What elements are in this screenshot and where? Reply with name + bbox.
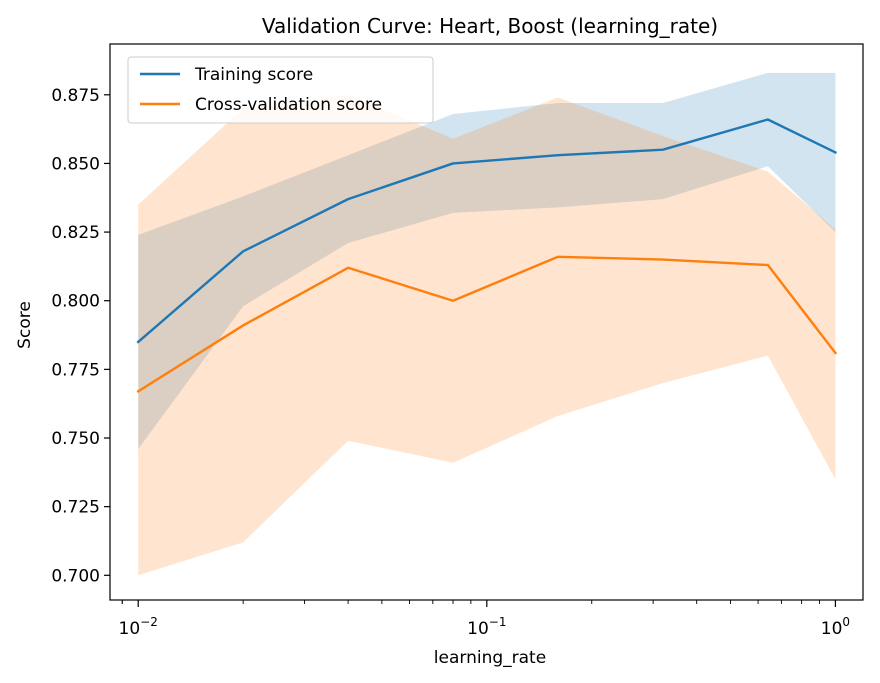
y-tick-label: 0.725 (51, 498, 100, 518)
x-tick-label: 100 (821, 615, 850, 639)
y-axis-label: Score (15, 301, 35, 349)
x-tick-label-base: 10 (467, 619, 489, 639)
chart-title: Validation Curve: Heart, Boost (learning… (262, 14, 718, 38)
series-lines (136, 118, 838, 393)
y-tick-label: 0.800 (51, 292, 100, 312)
legend: Training score Cross-validation score (127, 56, 434, 124)
y-tick-label: 0.850 (51, 154, 100, 174)
x-axis-label: learning_rate (434, 648, 546, 668)
x-tick-label-exponent: −2 (140, 615, 158, 629)
legend-box (127, 56, 434, 124)
x-tick-label-base: 10 (119, 619, 141, 639)
legend-label-cross-validation: Cross-validation score (195, 95, 382, 115)
y-tick-label: 0.775 (51, 360, 100, 380)
y-tick-label: 0.875 (51, 86, 100, 106)
band-training (138, 72, 836, 449)
x-tick-label-base: 10 (821, 619, 843, 639)
x-tick-label-exponent: −1 (489, 615, 507, 629)
y-tick-label: 0.700 (51, 566, 100, 586)
y-tick-label: 0.750 (51, 429, 100, 449)
x-tick-label: 10−2 (119, 615, 158, 639)
line-cross-validation-score (136, 255, 838, 393)
x-tick-label-exponent: 0 (842, 615, 850, 629)
x-tick-label: 10−1 (467, 615, 506, 639)
y-tick-label: 0.825 (51, 223, 100, 243)
line-training-score (136, 118, 838, 344)
ticks: 0.700 0.725 0.750 0.775 0.800 0.825 0.850 0.875… (51, 86, 850, 639)
band-cross-validation (138, 94, 836, 576)
legend-label-training: Training score (194, 65, 313, 85)
confidence-bands (138, 72, 836, 576)
